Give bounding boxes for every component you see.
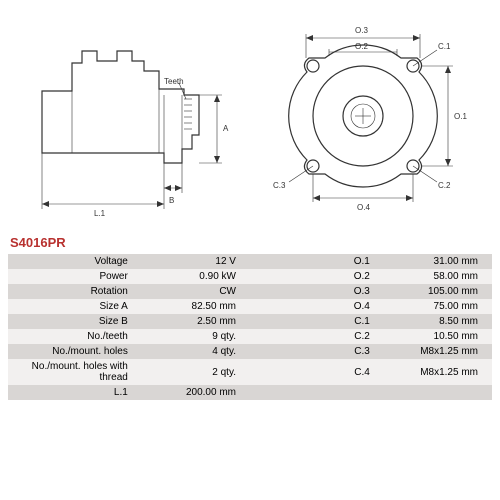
spec-label: No./mount. holes	[8, 344, 134, 359]
spec-value: 8.50 mm	[376, 314, 492, 329]
dim-a-label: A	[223, 124, 229, 133]
spec-label: O.3	[250, 284, 376, 299]
spec-value	[376, 385, 492, 400]
table-row: No./teeth9 qty.C.210.50 mm	[8, 329, 492, 344]
table-row: Voltage12 VO.131.00 mm	[8, 254, 492, 269]
spec-label: No./mount. holes with thread	[8, 359, 134, 385]
part-number: S4016PR	[10, 235, 492, 250]
spec-value: 200.00 mm	[134, 385, 250, 400]
spec-label: C.4	[250, 359, 376, 385]
spec-label: C.1	[250, 314, 376, 329]
spec-label: Power	[8, 269, 134, 284]
dim-c3-label: C.3	[273, 181, 286, 190]
spec-label	[250, 385, 376, 400]
table-row: No./mount. holes4 qty.C.3M8x1.25 mm	[8, 344, 492, 359]
spec-value: 0.90 kW	[134, 269, 250, 284]
table-row: No./mount. holes with thread2 qty.C.4M8x…	[8, 359, 492, 385]
dim-b-label: B	[169, 196, 174, 205]
spec-label: Size B	[8, 314, 134, 329]
spec-label: Size A	[8, 299, 134, 314]
spec-value: 75.00 mm	[376, 299, 492, 314]
spec-value: 2.50 mm	[134, 314, 250, 329]
spec-value: 82.50 mm	[134, 299, 250, 314]
dim-o3-label: O.3	[355, 26, 368, 35]
teeth-label: Teeth	[164, 77, 184, 86]
front-view-diagram: O.3 O.2 O.1 C.1 C.2 C.3	[251, 16, 476, 226]
spec-label: No./teeth	[8, 329, 134, 344]
dim-c1-label: C.1	[438, 42, 451, 51]
spec-label: O.1	[250, 254, 376, 269]
spec-label: Voltage	[8, 254, 134, 269]
spec-label: Rotation	[8, 284, 134, 299]
spec-value: 105.00 mm	[376, 284, 492, 299]
spec-value: CW	[134, 284, 250, 299]
spec-label: C.2	[250, 329, 376, 344]
dim-c2-label: C.2	[438, 181, 451, 190]
dim-l1-label: L.1	[94, 209, 106, 218]
spec-value: 10.50 mm	[376, 329, 492, 344]
table-row: Power0.90 kWO.258.00 mm	[8, 269, 492, 284]
spec-value: 4 qty.	[134, 344, 250, 359]
spec-value: 12 V	[134, 254, 250, 269]
table-row: Size B2.50 mmC.18.50 mm	[8, 314, 492, 329]
spec-value: 2 qty.	[134, 359, 250, 385]
spec-value: 9 qty.	[134, 329, 250, 344]
table-row: Size A82.50 mmO.475.00 mm	[8, 299, 492, 314]
dim-o2-label: O.2	[355, 42, 368, 51]
spec-value: 31.00 mm	[376, 254, 492, 269]
spec-label: O.2	[250, 269, 376, 284]
spec-label: C.3	[250, 344, 376, 359]
spec-label: O.4	[250, 299, 376, 314]
table-row: L.1200.00 mm	[8, 385, 492, 400]
spec-value: 58.00 mm	[376, 269, 492, 284]
spec-table: Voltage12 VO.131.00 mmPower0.90 kWO.258.…	[8, 254, 492, 400]
table-row: RotationCWO.3105.00 mm	[8, 284, 492, 299]
spec-value: M8x1.25 mm	[376, 359, 492, 385]
spec-value: M8x1.25 mm	[376, 344, 492, 359]
spec-label: L.1	[8, 385, 134, 400]
dim-o1-label: O.1	[454, 112, 467, 121]
side-view-diagram: Teeth A B L.1	[24, 21, 239, 221]
svg-text:O.4: O.4	[357, 203, 370, 212]
